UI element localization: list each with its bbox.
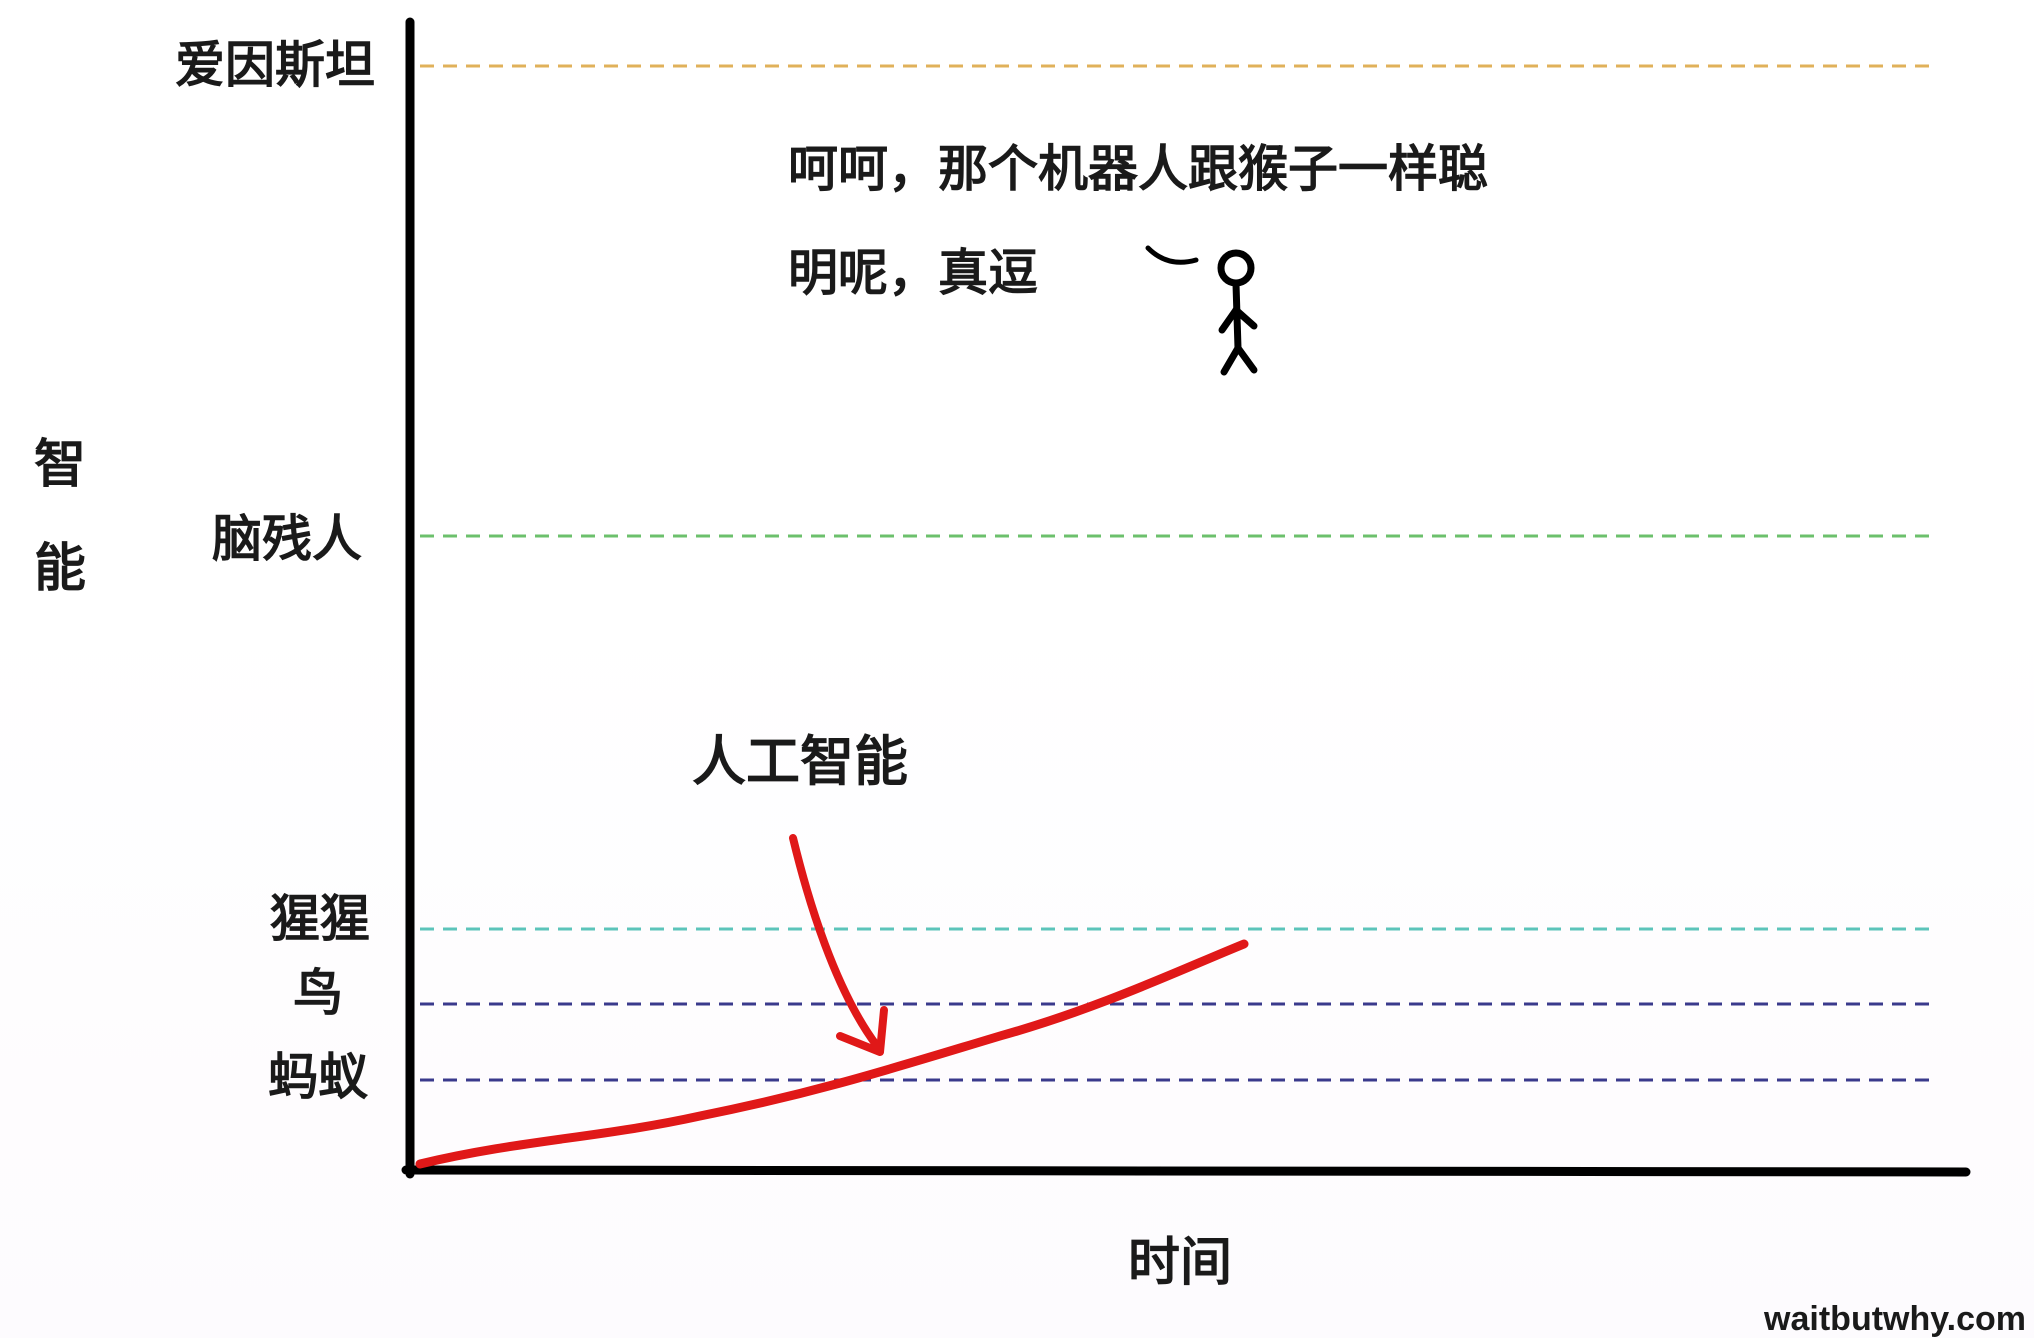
x-axis bbox=[401, 1165, 1971, 1177]
y-axis-title-char-2: 能 bbox=[34, 539, 86, 599]
credit-watermark: waitbutwhy.com bbox=[1763, 1300, 2026, 1338]
level-label-ant: 蚂蚁 bbox=[268, 1048, 369, 1106]
level-label-chimp: 猩猩 bbox=[270, 890, 370, 948]
speech-tick bbox=[1145, 245, 1199, 265]
stick-figure-icon bbox=[1217, 249, 1258, 376]
speech-line-2: 明呢，真逗 bbox=[788, 244, 1038, 302]
ai-pointer-arrowhead bbox=[836, 1006, 888, 1056]
level-label-dumb-human: 脑残人 bbox=[212, 510, 362, 568]
ai-pointer-arrow bbox=[789, 834, 881, 1050]
y-axis-title-char-1: 智 bbox=[34, 435, 86, 495]
ai-label: 人工智能 bbox=[692, 730, 908, 793]
level-label-einstein: 爱因斯坦 bbox=[175, 36, 375, 94]
x-axis-title: 时间 bbox=[1128, 1233, 1232, 1293]
ai-intelligence-curve bbox=[415, 939, 1249, 1169]
level-label-bird: 鸟 bbox=[293, 964, 343, 1022]
speech-line-1: 呵呵，那个机器人跟猴子一样聪 bbox=[788, 140, 1488, 198]
